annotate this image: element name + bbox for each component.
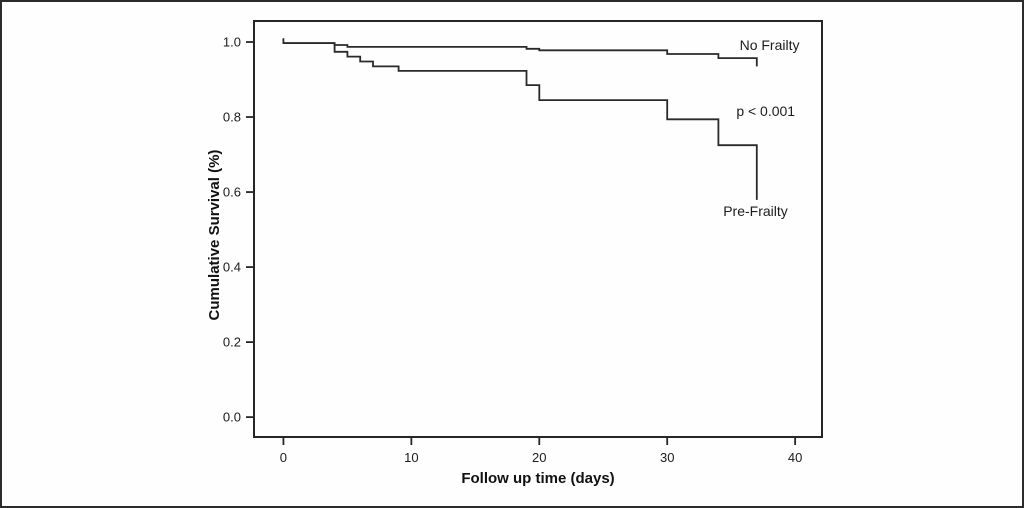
y-axis-ticks: 0.0 0.2 0.4 0.6 0.8 1.0 <box>223 35 254 425</box>
plot-area-border <box>253 20 823 438</box>
no-frailty-label: No Frailty <box>740 37 800 53</box>
p-value-label: p < 0.001 <box>736 103 795 119</box>
x-axis-ticks: 0 10 20 30 40 <box>280 437 802 465</box>
y-tick-label: 0.0 <box>223 410 241 425</box>
x-axis-title: Follow up time (days) <box>461 470 614 487</box>
survival-curve-pre-frailty <box>283 42 758 200</box>
y-tick-label: 0.8 <box>223 110 241 125</box>
survival-curve-no-frailty <box>282 38 758 67</box>
curve-annotations: No Frailty p < 0.001 Pre-Frailty <box>723 37 799 219</box>
x-tick-label: 10 <box>404 450 418 465</box>
survival-curves <box>282 38 758 200</box>
x-tick-label: 0 <box>280 450 287 465</box>
y-tick-label: 1.0 <box>223 35 241 50</box>
y-axis-title: Cumulative Survival (%) <box>206 150 223 321</box>
x-tick-label: 20 <box>532 450 546 465</box>
y-tick-label: 0.6 <box>223 185 241 200</box>
y-tick-label: 0.4 <box>223 260 241 275</box>
pre-frailty-label: Pre-Frailty <box>723 203 788 219</box>
x-tick-label: 30 <box>660 450 674 465</box>
x-tick-label: 40 <box>788 450 802 465</box>
y-tick-label: 0.2 <box>223 335 241 350</box>
